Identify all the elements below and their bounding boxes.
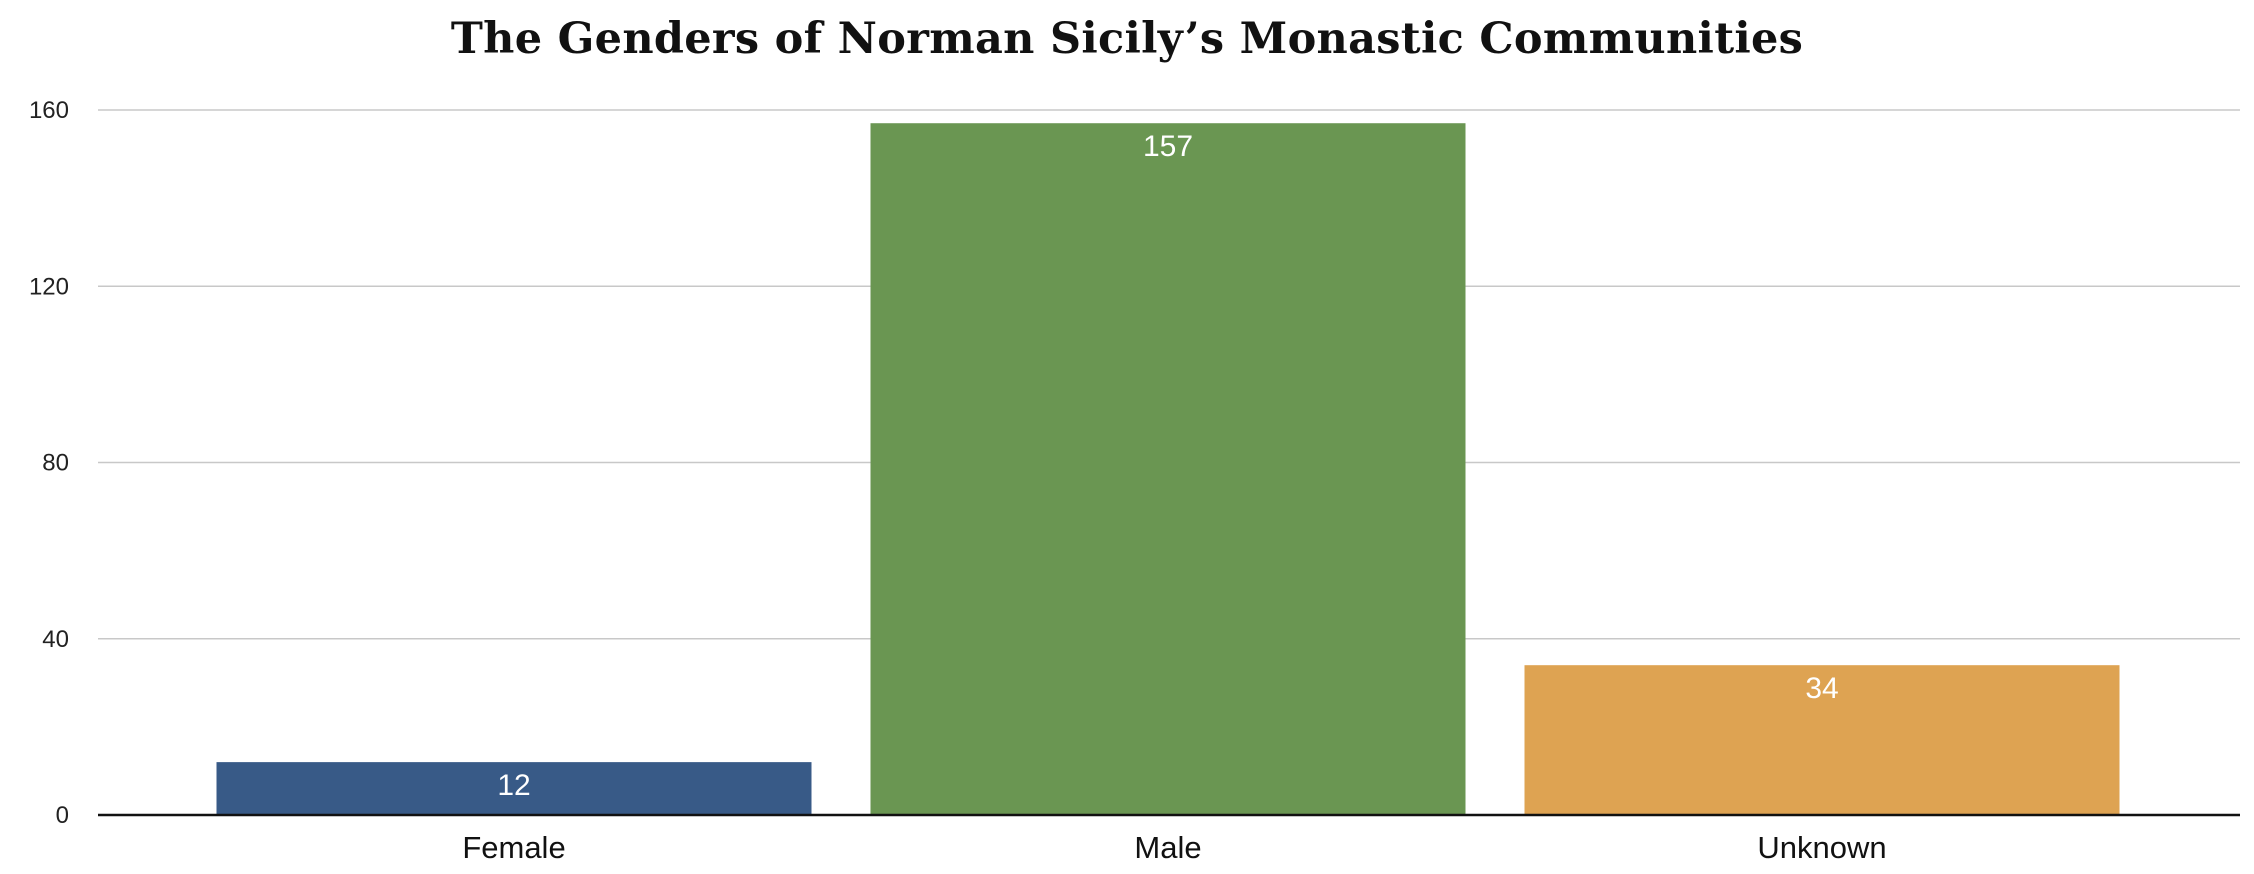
y-tick-label: 80 bbox=[42, 450, 69, 477]
data-labels: 12 157 34 bbox=[497, 130, 1838, 802]
bar-unknown bbox=[1524, 665, 2120, 815]
bar-male bbox=[870, 123, 1466, 815]
data-label: 157 bbox=[1143, 130, 1193, 163]
bars bbox=[216, 123, 2120, 815]
data-label: 34 bbox=[1805, 672, 1838, 705]
chart-title: The Genders of Norman Sicily’s Monastic … bbox=[450, 14, 1804, 64]
y-tick-label: 160 bbox=[29, 97, 69, 124]
x-tick-label: Male bbox=[1134, 830, 1201, 865]
bar-female bbox=[216, 762, 812, 815]
x-axis-ticks: Female Male Unknown bbox=[462, 830, 1886, 865]
y-axis-ticks: 0 40 80 120 160 bbox=[29, 97, 69, 829]
y-tick-label: 120 bbox=[29, 273, 69, 300]
y-tick-label: 0 bbox=[56, 802, 69, 829]
data-label: 12 bbox=[497, 769, 530, 802]
y-tick-label: 40 bbox=[42, 626, 69, 653]
x-tick-label: Female bbox=[462, 830, 565, 865]
x-tick-label: Unknown bbox=[1757, 830, 1886, 865]
